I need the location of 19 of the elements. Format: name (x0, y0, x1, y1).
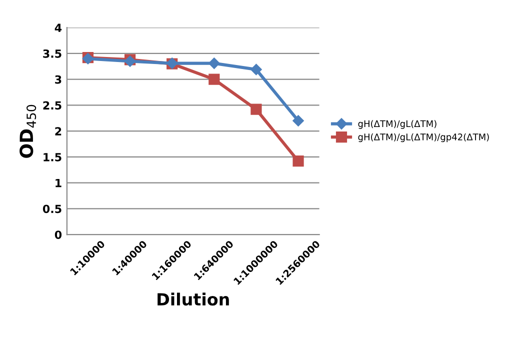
y-axis-title: OD$_{450}$ (20, 104, 36, 158)
y-tick-label: 0.5 (42, 204, 62, 214)
y-tick-label: 1 (56, 178, 62, 188)
point (292, 115, 304, 126)
legend-label: gH(ΔTM)/gL(ΔTM)/gp42(ΔTM) (358, 133, 489, 142)
y-tick-label: 0 (54, 230, 62, 239)
y-tick-label: 1.5 (44, 153, 62, 162)
y-tick-label: 4 (54, 24, 62, 32)
y-tick-label: 3 (55, 75, 62, 84)
point (208, 74, 220, 85)
y-tick-label: 2.5 (43, 101, 62, 110)
x-axis-title: Dilution (158, 292, 229, 306)
point (208, 58, 220, 69)
point (250, 104, 262, 115)
point (292, 156, 304, 167)
point (250, 64, 262, 76)
y-tick-label: 3.5 (43, 49, 62, 58)
legend-label: gH(ΔTM)/gL(ΔTM) (358, 120, 436, 129)
y-tick-label: 2 (55, 127, 62, 136)
